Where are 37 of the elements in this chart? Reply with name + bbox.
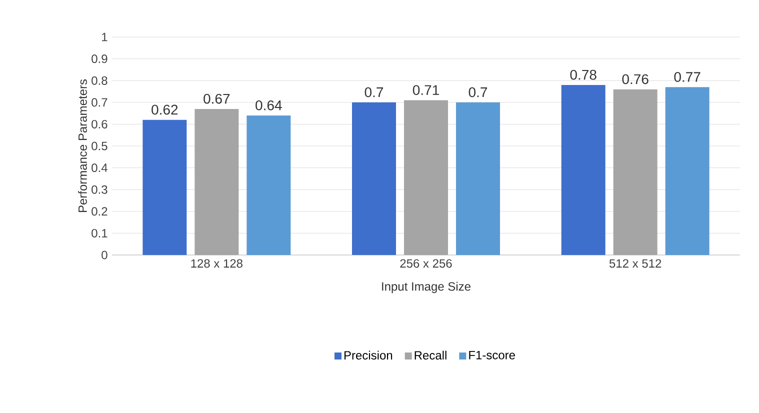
- y-tick-label: 0.2: [92, 207, 108, 216]
- data-label: 0.76: [622, 74, 648, 84]
- y-tick-label: 0: [102, 250, 108, 260]
- y-tick-label: 0.4: [92, 164, 108, 172]
- bar: [665, 87, 710, 255]
- data-label: 0.7: [468, 87, 488, 98]
- y-axis-title: Performance Parameters: [78, 79, 87, 212]
- bar: [142, 120, 187, 255]
- data-label: 0.62: [152, 104, 178, 115]
- bar: [352, 102, 396, 255]
- data-label: 0.64: [256, 100, 282, 110]
- x-tick-label: 512 x 512: [609, 259, 662, 268]
- legend-label: Recall: [414, 350, 446, 360]
- data-label: 0.67: [204, 94, 230, 104]
- y-tick-label: 0.5: [92, 142, 108, 150]
- x-tick-label: 128 x 128: [191, 259, 242, 268]
- data-label: 0.77: [674, 72, 700, 82]
- y-tick-label: 0.8: [92, 76, 108, 85]
- y-tick-label: 0.6: [92, 120, 108, 128]
- y-tick-label: 0.7: [92, 98, 108, 107]
- y-tick-label: 0.9: [92, 54, 108, 64]
- data-label: 0.71: [412, 85, 439, 96]
- bar: [561, 84, 606, 255]
- y-tick-label: 1: [102, 32, 108, 42]
- bar: [194, 108, 239, 255]
- y-tick-label: 0.1: [92, 228, 108, 238]
- x-tick-label: 256 x 256: [400, 259, 452, 268]
- bar: [456, 102, 500, 255]
- bar: [404, 100, 448, 255]
- data-label: 0.78: [570, 70, 596, 80]
- legend-label: Precision: [344, 350, 392, 360]
- x-axis-title: Input Image Size: [382, 282, 470, 294]
- bar: [613, 89, 658, 255]
- data-label: 0.7: [364, 87, 384, 98]
- legend-label: F1-score: [469, 350, 515, 360]
- bar: [246, 115, 291, 255]
- y-tick-label: 0.3: [92, 185, 108, 194]
